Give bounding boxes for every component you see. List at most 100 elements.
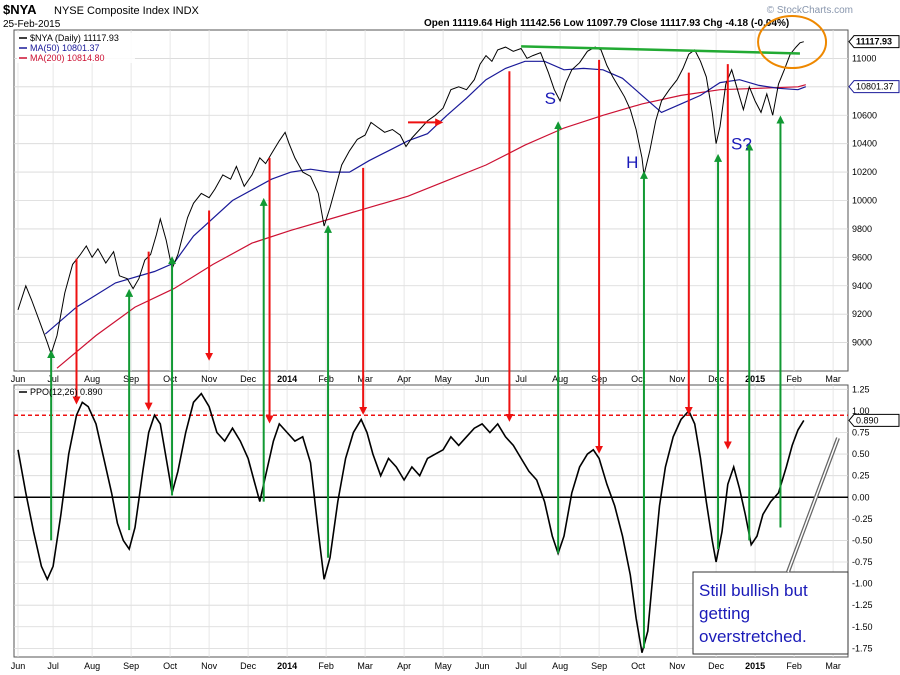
last-price-label: 11117.93 <box>856 37 892 47</box>
pattern-label: S <box>545 89 556 108</box>
x-tick-label: Dec <box>708 374 725 384</box>
ppo-legend: PPO(12,26) 0.890 <box>19 387 103 397</box>
x-tick-label: Jun <box>475 661 490 671</box>
x-tick-label: Mar <box>825 661 841 671</box>
x-tick-label: Feb <box>318 661 334 671</box>
ppo-tick-label: 0.00 <box>852 492 870 502</box>
x-labels-price: Jun Jul Aug Sep Oct Nov Dec 2014 Feb Mar Apr May Jun… <box>11 374 841 384</box>
price-tick-label: 9000 <box>852 338 872 348</box>
x-tick-label: Sep <box>123 661 139 671</box>
x-tick-label: Mar <box>357 374 373 384</box>
x-tick-label: Dec <box>708 661 725 671</box>
ohlc-readout: Open 11119.64 High 11142.56 Low 11097.79… <box>424 18 789 29</box>
legend-price: $NYA (Daily) 11117.93 <box>30 33 119 43</box>
price-tick-label: 9400 <box>852 281 872 291</box>
x-tick-label: Oct <box>163 374 178 384</box>
price-tick-label: 11000 <box>852 53 876 63</box>
x-labels-ppo: Jun Jul Aug Sep Oct Nov Dec 2014 Feb Mar Apr May Jun… <box>11 661 841 671</box>
callout-pointer <box>786 437 840 573</box>
callout-line-2: getting <box>699 604 750 623</box>
x-tick-label: Dec <box>240 374 257 384</box>
ppo-tick-label: -0.50 <box>852 535 873 545</box>
x-tick-label: Jul <box>47 661 59 671</box>
x-tick-label: Apr <box>397 661 411 671</box>
ma50-value-label: 10801.37 <box>856 82 894 92</box>
price-series <box>17 41 804 356</box>
x-tick-label: Feb <box>786 661 802 671</box>
x-tick-label: Feb <box>786 374 802 384</box>
resistance-trendline <box>521 45 800 55</box>
price-tick-label: 10200 <box>852 167 877 177</box>
x-tick-label: Feb <box>318 374 334 384</box>
x-tick-label: Jun <box>11 661 26 671</box>
price-y-ticks: 9000 9200 9400 9600 9800 10000 10200 10400 10600… <box>852 53 877 347</box>
ppo-tick-label: 1.00 <box>852 406 870 416</box>
legend-ppo: PPO(12,26) 0.890 <box>30 387 103 397</box>
ppo-tick-label: -0.25 <box>852 514 873 524</box>
x-tick-label: May <box>435 661 453 671</box>
x-tick-label: Jul <box>515 374 527 384</box>
x-tick-label: Nov <box>201 374 218 384</box>
callout-line-3: overstretched. <box>699 627 807 646</box>
x-tick-label: 2015 <box>745 661 765 671</box>
ma50-tag: 10801.37 <box>848 80 900 94</box>
legend-ma200: MA(200) 10814.80 <box>30 53 105 63</box>
price-tick-label: 9800 <box>852 224 872 234</box>
x-tick-label: Aug <box>552 661 568 671</box>
ppo-tick-label: 0.50 <box>852 449 870 459</box>
x-tick-label: Oct <box>631 661 646 671</box>
ma50-series <box>44 60 807 335</box>
signal-arrows <box>47 59 785 649</box>
x-tick-label: Jul <box>47 374 59 384</box>
chart-date: 25-Feb-2015 <box>3 19 61 30</box>
callout-line-1: Still bullish but <box>699 581 808 600</box>
x-tick-label: Dec <box>240 661 257 671</box>
ppo-tick-label: -1.50 <box>852 622 873 632</box>
pattern-label: S? <box>731 134 752 153</box>
price-tick-label: 10400 <box>852 139 877 149</box>
x-tick-label: Apr <box>397 374 411 384</box>
price-legend: $NYA (Daily) 11117.93 MA(50) 10801.37 MA… <box>17 33 135 63</box>
ppo-tick-label: -1.25 <box>852 600 873 610</box>
price-tick-label: 9600 <box>852 252 872 262</box>
ppo-tick-label: -0.75 <box>852 557 873 567</box>
x-tick-label: 2014 <box>277 374 297 384</box>
x-tick-label: Nov <box>201 661 218 671</box>
x-tick-label: Mar <box>825 374 841 384</box>
x-tick-label: Jun <box>11 374 26 384</box>
price-tick-label: 10600 <box>852 110 877 120</box>
last-ppo-label: 0.890 <box>856 415 879 425</box>
last-ppo-tag: 0.890 <box>848 413 900 427</box>
legend-ma50: MA(50) 10801.37 <box>30 43 100 53</box>
x-tick-label: Mar <box>357 661 373 671</box>
x-tick-label: Aug <box>552 374 568 384</box>
index-name: NYSE Composite Index INDX <box>54 5 200 17</box>
highlight-circle <box>757 15 828 70</box>
x-tick-label: Sep <box>591 661 607 671</box>
ppo-tick-label: 1.25 <box>852 384 870 394</box>
pattern-label: H <box>626 153 638 172</box>
x-tick-label: Oct <box>631 374 646 384</box>
x-tick-label: Jun <box>475 374 490 384</box>
pattern-labels: S H S? <box>545 89 752 172</box>
ppo-tick-label: 0.25 <box>852 471 870 481</box>
ppo-tick-label: 0.75 <box>852 427 870 437</box>
x-tick-label: Aug <box>84 374 100 384</box>
x-tick-label: Sep <box>123 374 139 384</box>
x-tick-label: Jul <box>515 661 527 671</box>
callout-box: Still bullish but getting overstretched. <box>692 571 849 655</box>
watermark: © StockCharts.com <box>767 5 853 16</box>
price-tick-label: 9200 <box>852 309 872 319</box>
last-price-tag: 11117.93 <box>848 35 900 49</box>
x-tick-label: Aug <box>84 661 100 671</box>
x-tick-label: Nov <box>669 661 686 671</box>
x-tick-label: 2015 <box>745 374 765 384</box>
price-gridlines <box>14 30 848 371</box>
symbol-title: $NYA <box>3 2 37 17</box>
price-tick-label: 10000 <box>852 196 877 206</box>
x-tick-label: May <box>435 374 453 384</box>
x-tick-label: Nov <box>669 374 686 384</box>
ppo-tick-label: -1.00 <box>852 579 873 589</box>
ppo-y-ticks: 1.25 1.00 0.75 0.50 0.25 0.00 -0.25 -0.50 -0.75 -… <box>852 384 873 653</box>
